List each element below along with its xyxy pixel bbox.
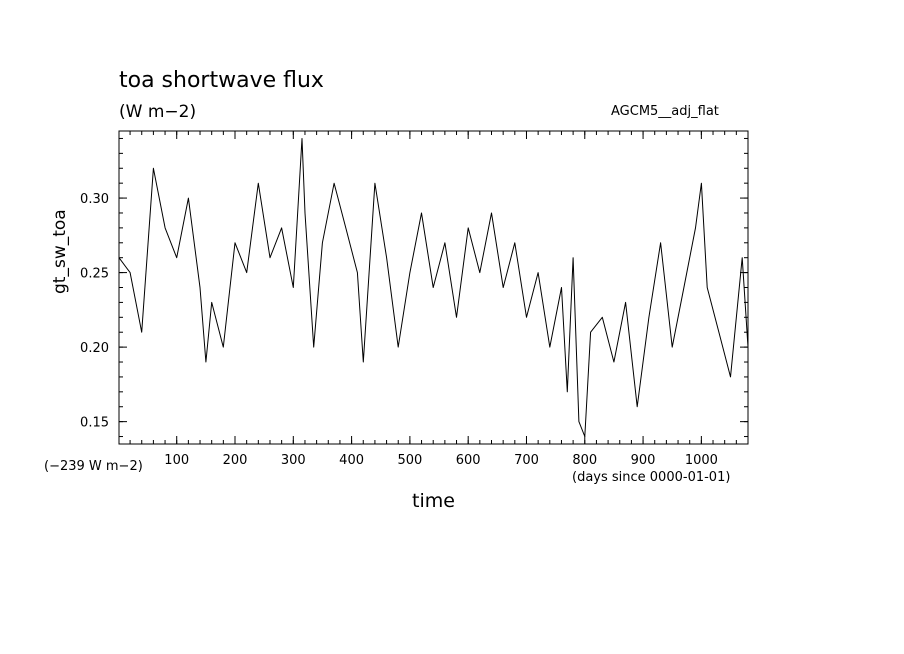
x-tick-label: 100 (164, 453, 189, 468)
chart-units: (W m−2) (119, 102, 197, 122)
x-tick-label: 1000 (685, 453, 718, 468)
x-tick-label: 700 (514, 453, 539, 468)
run-label: AGCM5__adj_flat (611, 104, 719, 119)
y-tick-label: 0.20 (80, 341, 109, 356)
y-offset-note: (−239 W m−2) (44, 459, 143, 474)
y-tick-label: 0.15 (80, 416, 109, 431)
x-tick-label: 900 (631, 453, 656, 468)
series-line (118, 138, 749, 437)
x-tick-label: 400 (339, 453, 364, 468)
axis-ticks (119, 131, 748, 444)
axis-tick-labels: 100 200 300 400 500 600 700 800 900 1000 0.15 0.20 0… (80, 192, 718, 468)
x-tick-label: 200 (223, 453, 248, 468)
x-axis-units: (days since 0000-01-01) (572, 470, 731, 485)
x-axis-label: time (412, 490, 455, 512)
y-tick-label: 0.25 (80, 267, 109, 282)
x-tick-label: 500 (397, 453, 422, 468)
x-tick-label: 800 (572, 453, 597, 468)
y-tick-label: 0.30 (80, 192, 109, 207)
x-tick-label: 300 (281, 453, 306, 468)
x-tick-label: 600 (456, 453, 481, 468)
chart-title: toa shortwave flux (119, 68, 324, 93)
series-group (118, 138, 749, 437)
